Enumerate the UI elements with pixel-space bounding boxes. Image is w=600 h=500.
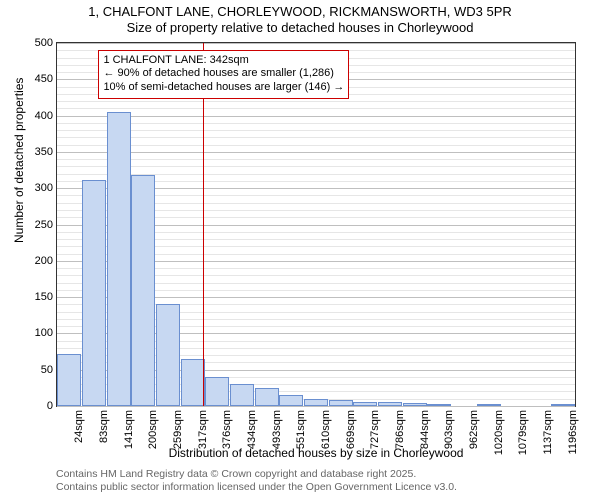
- y-axis-label: Number of detached properties: [12, 78, 26, 243]
- x-tick-label: 844sqm: [419, 410, 431, 449]
- x-tick-label: 24sqm: [73, 410, 85, 443]
- histogram-bar: [551, 404, 575, 406]
- annotation-line-1: 1 CHALFONT LANE: 342sqm: [103, 54, 248, 66]
- histogram-bar: [329, 400, 353, 406]
- x-tick-label: 962sqm: [468, 410, 480, 449]
- y-tick-label: 100: [35, 327, 57, 339]
- x-tick-label: 786sqm: [394, 410, 406, 449]
- x-tick-label: 83sqm: [98, 410, 110, 443]
- chart-title: 1, CHALFONT LANE, CHORLEYWOOD, RICKMANSW…: [0, 4, 600, 37]
- x-tick-label: 493sqm: [271, 410, 283, 449]
- y-tick-label: 150: [35, 291, 57, 303]
- x-tick-label: 669sqm: [345, 410, 357, 449]
- x-tick-label: 141sqm: [123, 410, 135, 449]
- histogram-bar: [403, 403, 427, 406]
- histogram-bar: [181, 359, 205, 406]
- major-gridline: [57, 406, 575, 407]
- y-tick-label: 500: [35, 37, 57, 49]
- x-tick-label: 376sqm: [221, 410, 233, 449]
- x-tick-label: 259sqm: [172, 410, 184, 449]
- histogram-bar: [255, 388, 279, 406]
- y-tick-label: 250: [35, 219, 57, 231]
- title-line-1: 1, CHALFONT LANE, CHORLEYWOOD, RICKMANSW…: [88, 4, 512, 19]
- histogram-bar: [378, 402, 402, 406]
- x-tick-label: 317sqm: [197, 410, 209, 449]
- histogram-bar: [230, 384, 254, 407]
- minor-gridline: [57, 159, 575, 160]
- x-tick-label: 551sqm: [295, 410, 307, 449]
- x-tick-label: 200sqm: [147, 410, 159, 449]
- histogram-bar: [82, 180, 106, 407]
- x-axis-label: Distribution of detached houses by size …: [56, 446, 576, 460]
- histogram-bar: [279, 395, 303, 406]
- y-tick-label: 300: [35, 182, 57, 194]
- minor-gridline: [57, 137, 575, 138]
- major-gridline: [57, 116, 575, 117]
- plot-area: 05010015020025030035040045050024sqm83sqm…: [56, 42, 576, 407]
- histogram-bar: [107, 112, 131, 406]
- y-tick-label: 50: [41, 364, 57, 376]
- x-tick-label: 903sqm: [443, 410, 455, 449]
- title-line-2: Size of property relative to detached ho…: [127, 20, 474, 35]
- footer-line-2: Contains public sector information licen…: [56, 481, 457, 493]
- minor-gridline: [57, 130, 575, 131]
- y-tick-label: 400: [35, 110, 57, 122]
- major-gridline: [57, 152, 575, 153]
- footer-line-1: Contains HM Land Registry data © Crown c…: [56, 468, 416, 480]
- minor-gridline: [57, 145, 575, 146]
- minor-gridline: [57, 101, 575, 102]
- x-tick-label: 727sqm: [369, 410, 381, 449]
- minor-gridline: [57, 108, 575, 109]
- minor-gridline: [57, 123, 575, 124]
- annotation-line-2: ← 90% of detached houses are smaller (1,…: [103, 67, 334, 79]
- histogram-bar: [156, 304, 180, 406]
- major-gridline: [57, 43, 575, 44]
- footer: Contains HM Land Registry data © Crown c…: [56, 468, 576, 494]
- x-tick-label: 434sqm: [246, 410, 258, 449]
- annotation-line-3: 10% of semi-detached houses are larger (…: [103, 81, 344, 93]
- annotation-box: 1 CHALFONT LANE: 342sqm ← 90% of detache…: [98, 50, 349, 99]
- y-tick-label: 450: [35, 73, 57, 85]
- y-tick-label: 350: [35, 146, 57, 158]
- histogram-bar: [477, 404, 501, 406]
- histogram-bar: [57, 354, 81, 406]
- minor-gridline: [57, 166, 575, 167]
- histogram-bar: [427, 404, 451, 406]
- y-tick-label: 200: [35, 255, 57, 267]
- histogram-bar: [205, 377, 229, 406]
- histogram-bar: [304, 399, 328, 406]
- histogram-bar: [353, 402, 377, 406]
- histogram-bar: [131, 175, 155, 406]
- x-tick-label: 610sqm: [320, 410, 332, 449]
- y-tick-label: 0: [47, 400, 57, 412]
